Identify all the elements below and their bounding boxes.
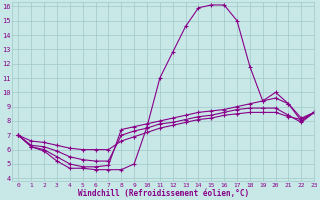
X-axis label: Windchill (Refroidissement éolien,°C): Windchill (Refroidissement éolien,°C) — [77, 189, 249, 198]
